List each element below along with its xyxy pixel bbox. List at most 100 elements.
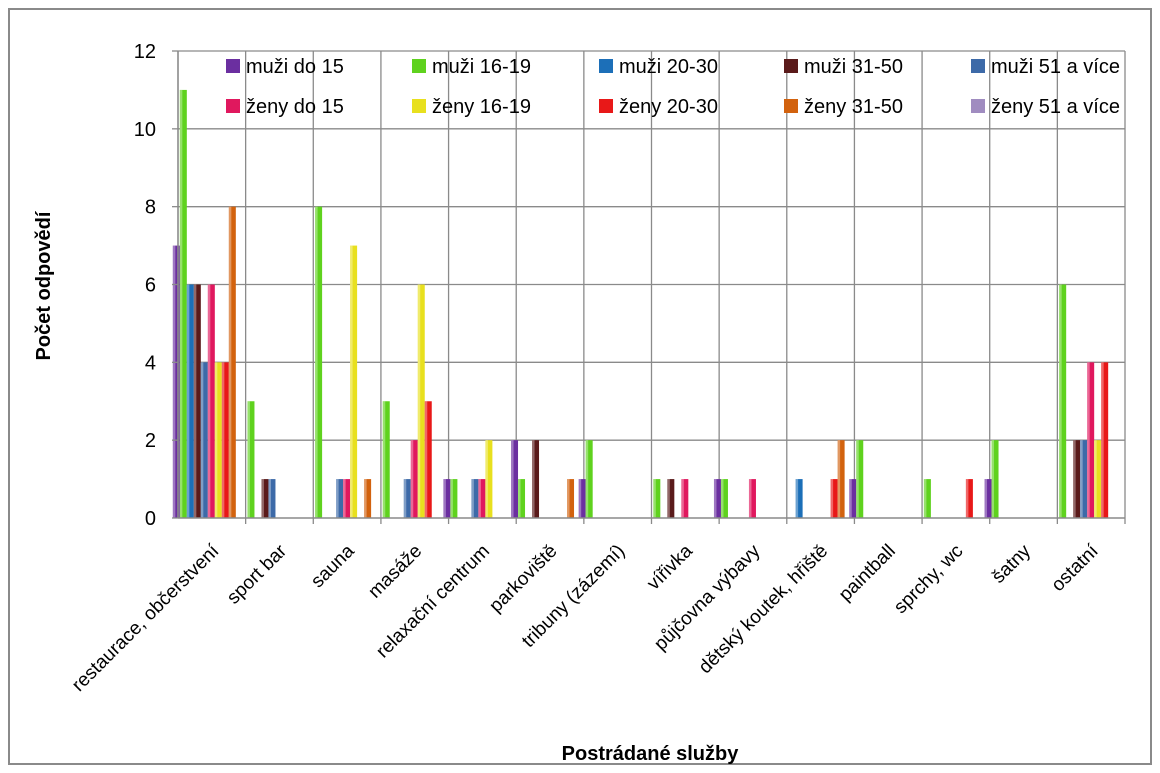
bar xyxy=(849,479,857,518)
y-tick-label: 4 xyxy=(145,352,156,374)
y-axis-title: Počet odpovědí xyxy=(33,210,55,360)
bar xyxy=(653,479,661,518)
bar-highlight xyxy=(261,479,264,518)
bar xyxy=(200,362,208,518)
bar-highlight xyxy=(200,362,204,518)
legend-label: ženy 16-19 xyxy=(432,96,531,118)
legend-label: muži 16-19 xyxy=(432,56,531,78)
legend-swatch xyxy=(971,59,985,73)
category-label: ostatní xyxy=(1048,540,1104,596)
legend-swatch xyxy=(412,99,426,113)
bar-highlight xyxy=(830,479,834,518)
bar-highlight xyxy=(532,440,535,518)
y-tick-label: 6 xyxy=(145,275,156,297)
bar xyxy=(336,479,344,518)
category-label: sprchy, wc xyxy=(890,541,967,618)
bar xyxy=(247,401,255,518)
bar-highlight xyxy=(471,479,474,518)
category-labels: restaurace, občerstvení sport bar sauna mas… xyxy=(68,540,1103,696)
bar-highlight xyxy=(991,440,995,518)
bar-highlight xyxy=(667,479,670,518)
category-label: relaxační centrum xyxy=(372,541,494,663)
bar-highlight xyxy=(1087,362,1090,518)
bar-highlight xyxy=(849,479,852,518)
bar xyxy=(261,479,269,518)
bar-highlight xyxy=(450,479,453,518)
bar xyxy=(478,479,486,518)
bar xyxy=(856,440,864,518)
bar xyxy=(532,440,540,518)
category-label: masáže xyxy=(364,541,426,603)
bar xyxy=(364,479,372,518)
bar-highlight xyxy=(443,479,446,518)
bar xyxy=(837,440,845,518)
bar-highlight xyxy=(681,479,684,518)
bar-highlight xyxy=(403,479,407,518)
bar xyxy=(268,479,276,518)
bar xyxy=(511,440,519,518)
bar xyxy=(193,284,201,518)
bar xyxy=(667,479,675,518)
legend-label: ženy 51 a více xyxy=(991,96,1120,118)
y-tick-label: 10 xyxy=(134,119,156,141)
y-tick-label: 0 xyxy=(145,508,156,530)
bar-highlight xyxy=(653,479,656,518)
bar-highlight xyxy=(221,362,225,518)
bar-highlight xyxy=(382,401,386,518)
bar xyxy=(567,479,575,518)
bar-highlight xyxy=(965,479,969,518)
category-label: paintball xyxy=(835,541,900,606)
bar-highlight xyxy=(268,479,271,518)
bar xyxy=(315,206,323,518)
bar xyxy=(382,401,390,518)
bar xyxy=(984,479,992,518)
legend-swatch xyxy=(412,59,426,73)
bar xyxy=(424,401,432,518)
y-tick-label: 2 xyxy=(145,430,156,452)
legend-swatch xyxy=(599,99,613,113)
legend-swatch xyxy=(971,99,985,113)
bar-highlight xyxy=(511,440,514,518)
bar-highlight xyxy=(720,479,724,518)
bar xyxy=(991,440,999,518)
bar-highlight xyxy=(578,479,582,518)
bar-highlight xyxy=(1094,440,1097,518)
legend-label: muži 51 a více xyxy=(991,56,1120,78)
bar-highlight xyxy=(172,245,176,519)
bar xyxy=(923,479,931,518)
category-label: sport bar xyxy=(223,540,291,608)
bar-highlight xyxy=(856,440,859,518)
bar-highlight xyxy=(336,479,339,518)
bar-highlight xyxy=(315,206,318,518)
bar-highlight xyxy=(350,245,353,519)
bar-highlight xyxy=(567,479,570,518)
bar-highlight xyxy=(518,479,521,518)
y-tick-label: 12 xyxy=(134,41,156,63)
legend-label: ženy 31-50 xyxy=(804,96,903,118)
bar xyxy=(450,479,458,518)
legend-swatch xyxy=(599,59,613,73)
category-label: sauna xyxy=(307,540,359,592)
bar-highlight xyxy=(179,89,183,519)
legend-label: muži 20-30 xyxy=(619,56,718,78)
category-label: šatny xyxy=(988,540,1035,587)
tick-labels: 0 2 4 6 8 10 12 xyxy=(134,41,156,530)
legend-label: muži do 15 xyxy=(246,56,344,78)
bar-highlight xyxy=(1101,362,1104,518)
bar xyxy=(443,479,451,518)
bar-highlight xyxy=(923,479,927,518)
bar xyxy=(585,440,593,518)
legend-swatch xyxy=(226,59,240,73)
bar-highlight xyxy=(410,440,414,518)
grid-lines xyxy=(178,50,1126,518)
legend-label: muži 31-50 xyxy=(804,56,903,78)
x-axis-title: Postrádané služby xyxy=(562,743,740,765)
bar-highlight xyxy=(795,479,799,518)
bar-highlight xyxy=(1080,440,1083,518)
bar-highlight xyxy=(984,479,988,518)
bar-highlight xyxy=(485,440,488,518)
bar xyxy=(1094,440,1102,518)
bar-highlight xyxy=(748,479,752,518)
bar-highlight xyxy=(424,401,428,518)
